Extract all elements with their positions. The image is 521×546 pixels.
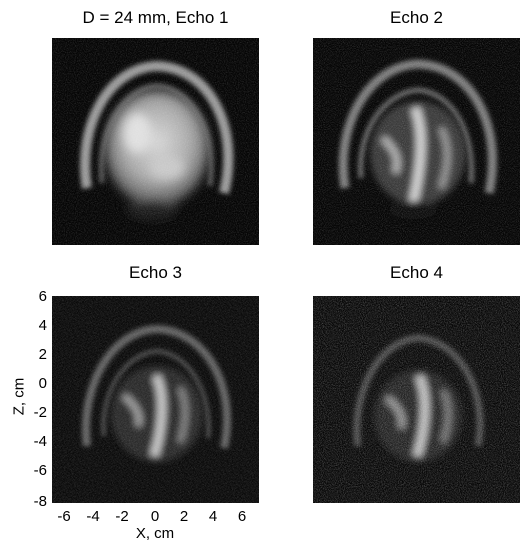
scan-image-echo-2: [313, 38, 520, 245]
y-axis-label: Z, cm: [10, 377, 28, 416]
panel-title-echo-4: Echo 4: [390, 263, 443, 282]
panel-title-echo-3: Echo 3: [129, 263, 182, 282]
image-panel-echo-1: [52, 38, 259, 245]
image-panel-echo-4: [313, 296, 520, 503]
y-tick-label: -6: [33, 462, 47, 479]
x-tick-label: -4: [86, 508, 100, 525]
y-tick-label: -2: [33, 404, 47, 421]
y-tick-label: -4: [33, 433, 47, 450]
x-tick-label: -2: [115, 508, 129, 525]
x-tick-label: 6: [237, 508, 247, 525]
panel-title-echo-2: Echo 2: [390, 8, 443, 27]
y-tick-label: 2: [38, 346, 47, 363]
x-tick-label: 2: [179, 508, 189, 525]
scan-image-echo-4: [313, 296, 520, 503]
y-tick-label: 0: [38, 375, 47, 392]
y-tick-label: -8: [33, 493, 47, 510]
x-tick-label: -6: [57, 508, 71, 525]
x-tick-label: 4: [208, 508, 218, 525]
y-tick-label: 4: [38, 317, 47, 334]
scan-image-echo-3: [52, 296, 259, 503]
y-tick-label: 6: [38, 288, 47, 305]
x-tick-label: 0: [150, 508, 160, 525]
panel-title-echo-1: D = 24 mm, Echo 1: [82, 8, 229, 27]
scan-image-echo-1: [52, 38, 259, 245]
image-panel-echo-3: [52, 296, 259, 503]
x-axis-label: X, cm: [135, 525, 175, 542]
image-panel-echo-2: [313, 38, 520, 245]
